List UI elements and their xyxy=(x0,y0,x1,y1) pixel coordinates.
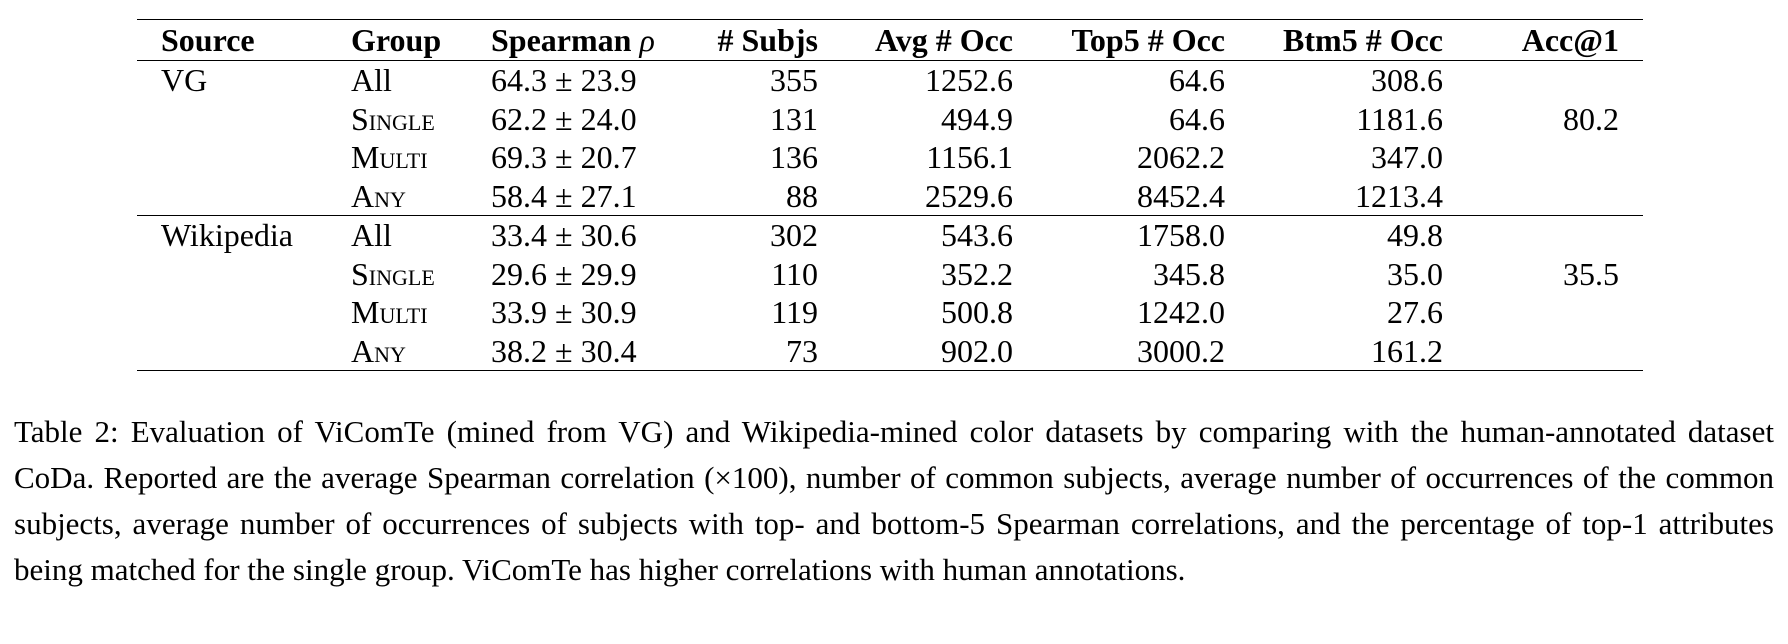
acc1-cell xyxy=(1443,61,1643,100)
spearman-cell: 62.2 ± 24.0 xyxy=(491,100,637,137)
header-group: Group xyxy=(351,22,442,58)
table-header: Source Group Spearman ρ # Subjs Avg # Oc… xyxy=(137,19,1643,61)
block-vg: VG All 64.3 ± 23.9 355 1252.6 64.6 308.6… xyxy=(137,61,1643,216)
group-cell: All xyxy=(351,62,392,99)
subjs-cell: 110 xyxy=(771,255,818,292)
acc1-cell: 35.5 xyxy=(1563,255,1619,292)
top5-occ-cell: 345.8 xyxy=(1153,255,1225,292)
spearman-cell: 64.3 ± 23.9 xyxy=(491,62,637,99)
group-cell: Multi xyxy=(351,139,428,176)
spearman-cell: 58.4 ± 27.1 xyxy=(491,177,637,214)
avg-occ-cell: 902.0 xyxy=(941,332,1013,369)
top5-occ-cell: 2062.2 xyxy=(1137,139,1225,176)
group-cell: All xyxy=(351,217,392,254)
header-subjs: # Subjs xyxy=(717,22,819,58)
avg-occ-cell: 1156.1 xyxy=(926,139,1013,176)
subjs-cell: 355 xyxy=(770,62,818,99)
header-spearman: Spearman ρ xyxy=(491,20,703,61)
table-row: Single 29.6 ± 29.9 110 352.2 345.8 35.0 … xyxy=(137,255,1643,294)
avg-occ-cell: 1252.6 xyxy=(925,62,1013,99)
block-wikipedia: Wikipedia All 33.4 ± 30.6 302 543.6 1758… xyxy=(137,216,1643,371)
source-cell xyxy=(137,293,351,332)
subjs-cell: 119 xyxy=(771,294,818,331)
group-cell: Any xyxy=(351,332,406,369)
spearman-cell: 69.3 ± 20.7 xyxy=(491,139,637,176)
top5-occ-cell: 64.6 xyxy=(1169,100,1225,137)
btm5-occ-cell: 1213.4 xyxy=(1355,177,1443,214)
table-row: Multi 69.3 ± 20.7 136 1156.1 2062.2 347.… xyxy=(137,138,1643,177)
group-cell: Multi xyxy=(351,294,428,331)
group-cell: Any xyxy=(351,177,406,214)
table-row: Multi 33.9 ± 30.9 119 500.8 1242.0 27.6 xyxy=(137,293,1643,332)
group-cell: Single xyxy=(351,255,435,292)
results-table: Source Group Spearman ρ # Subjs Avg # Oc… xyxy=(137,19,1643,371)
btm5-occ-cell: 49.8 xyxy=(1387,217,1443,254)
header-spearman-label: Spearman ρ xyxy=(491,22,655,58)
subjs-cell: 73 xyxy=(786,332,818,369)
avg-occ-cell: 2529.6 xyxy=(925,177,1013,214)
source-cell xyxy=(137,100,351,139)
top5-occ-cell: 64.6 xyxy=(1169,62,1225,99)
acc1-cell xyxy=(1443,332,1643,371)
header-btm5-occ: Btm5 # Occ xyxy=(1283,22,1443,58)
header-top5-occ: Top5 # Occ xyxy=(1071,22,1226,58)
spearman-cell: 38.2 ± 30.4 xyxy=(491,332,637,369)
table-row: Any 58.4 ± 27.1 88 2529.6 8452.4 1213.4 xyxy=(137,177,1643,216)
source-cell: Wikipedia xyxy=(161,217,293,254)
acc1-cell xyxy=(1443,177,1643,216)
acc1-cell xyxy=(1443,293,1643,332)
source-cell: VG xyxy=(161,62,208,99)
spearman-cell: 29.6 ± 29.9 xyxy=(491,255,637,292)
rho-symbol: ρ xyxy=(639,22,655,58)
source-cell xyxy=(137,138,351,177)
source-cell xyxy=(137,332,351,371)
table-row: VG All 64.3 ± 23.9 355 1252.6 64.6 308.6 xyxy=(137,61,1643,100)
avg-occ-cell: 494.9 xyxy=(941,100,1013,137)
table-row: Any 38.2 ± 30.4 73 902.0 3000.2 161.2 xyxy=(137,332,1643,371)
header-row: Source Group Spearman ρ # Subjs Avg # Oc… xyxy=(137,19,1643,61)
btm5-occ-cell: 27.6 xyxy=(1387,294,1443,331)
header-source: Source xyxy=(161,22,255,58)
subjs-cell: 88 xyxy=(786,177,818,214)
source-cell xyxy=(137,255,351,294)
top5-occ-cell: 1758.0 xyxy=(1137,217,1225,254)
subjs-cell: 131 xyxy=(770,100,818,137)
results-table-container: Source Group Spearman ρ # Subjs Avg # Oc… xyxy=(137,19,1643,371)
acc1-cell xyxy=(1443,216,1643,255)
top5-occ-cell: 8452.4 xyxy=(1137,177,1225,214)
btm5-occ-cell: 308.6 xyxy=(1371,62,1443,99)
avg-occ-cell: 352.2 xyxy=(941,255,1013,292)
subjs-cell: 302 xyxy=(770,217,818,254)
top5-occ-cell: 3000.2 xyxy=(1137,332,1225,369)
btm5-occ-cell: 347.0 xyxy=(1371,139,1443,176)
table-caption: Table 2: Evaluation of ViComTe (mined fr… xyxy=(14,414,1774,587)
header-acc1: Acc@1 xyxy=(1521,22,1619,58)
acc1-cell xyxy=(1443,138,1643,177)
btm5-occ-cell: 35.0 xyxy=(1387,255,1443,292)
btm5-occ-cell: 1181.6 xyxy=(1356,100,1443,137)
group-cell: Single xyxy=(351,100,435,137)
table-row: Wikipedia All 33.4 ± 30.6 302 543.6 1758… xyxy=(137,216,1643,255)
spearman-cell: 33.9 ± 30.9 xyxy=(491,294,637,331)
avg-occ-cell: 500.8 xyxy=(941,294,1013,331)
spearman-cell: 33.4 ± 30.6 xyxy=(491,217,637,254)
source-cell xyxy=(137,177,351,216)
table-row: Single 62.2 ± 24.0 131 494.9 64.6 1181.6… xyxy=(137,100,1643,139)
btm5-occ-cell: 161.2 xyxy=(1371,332,1443,369)
avg-occ-cell: 543.6 xyxy=(941,217,1013,254)
subjs-cell: 136 xyxy=(770,139,818,176)
top5-occ-cell: 1242.0 xyxy=(1137,294,1225,331)
header-avg-occ: Avg # Occ xyxy=(874,22,1013,58)
acc1-cell: 80.2 xyxy=(1563,100,1619,137)
